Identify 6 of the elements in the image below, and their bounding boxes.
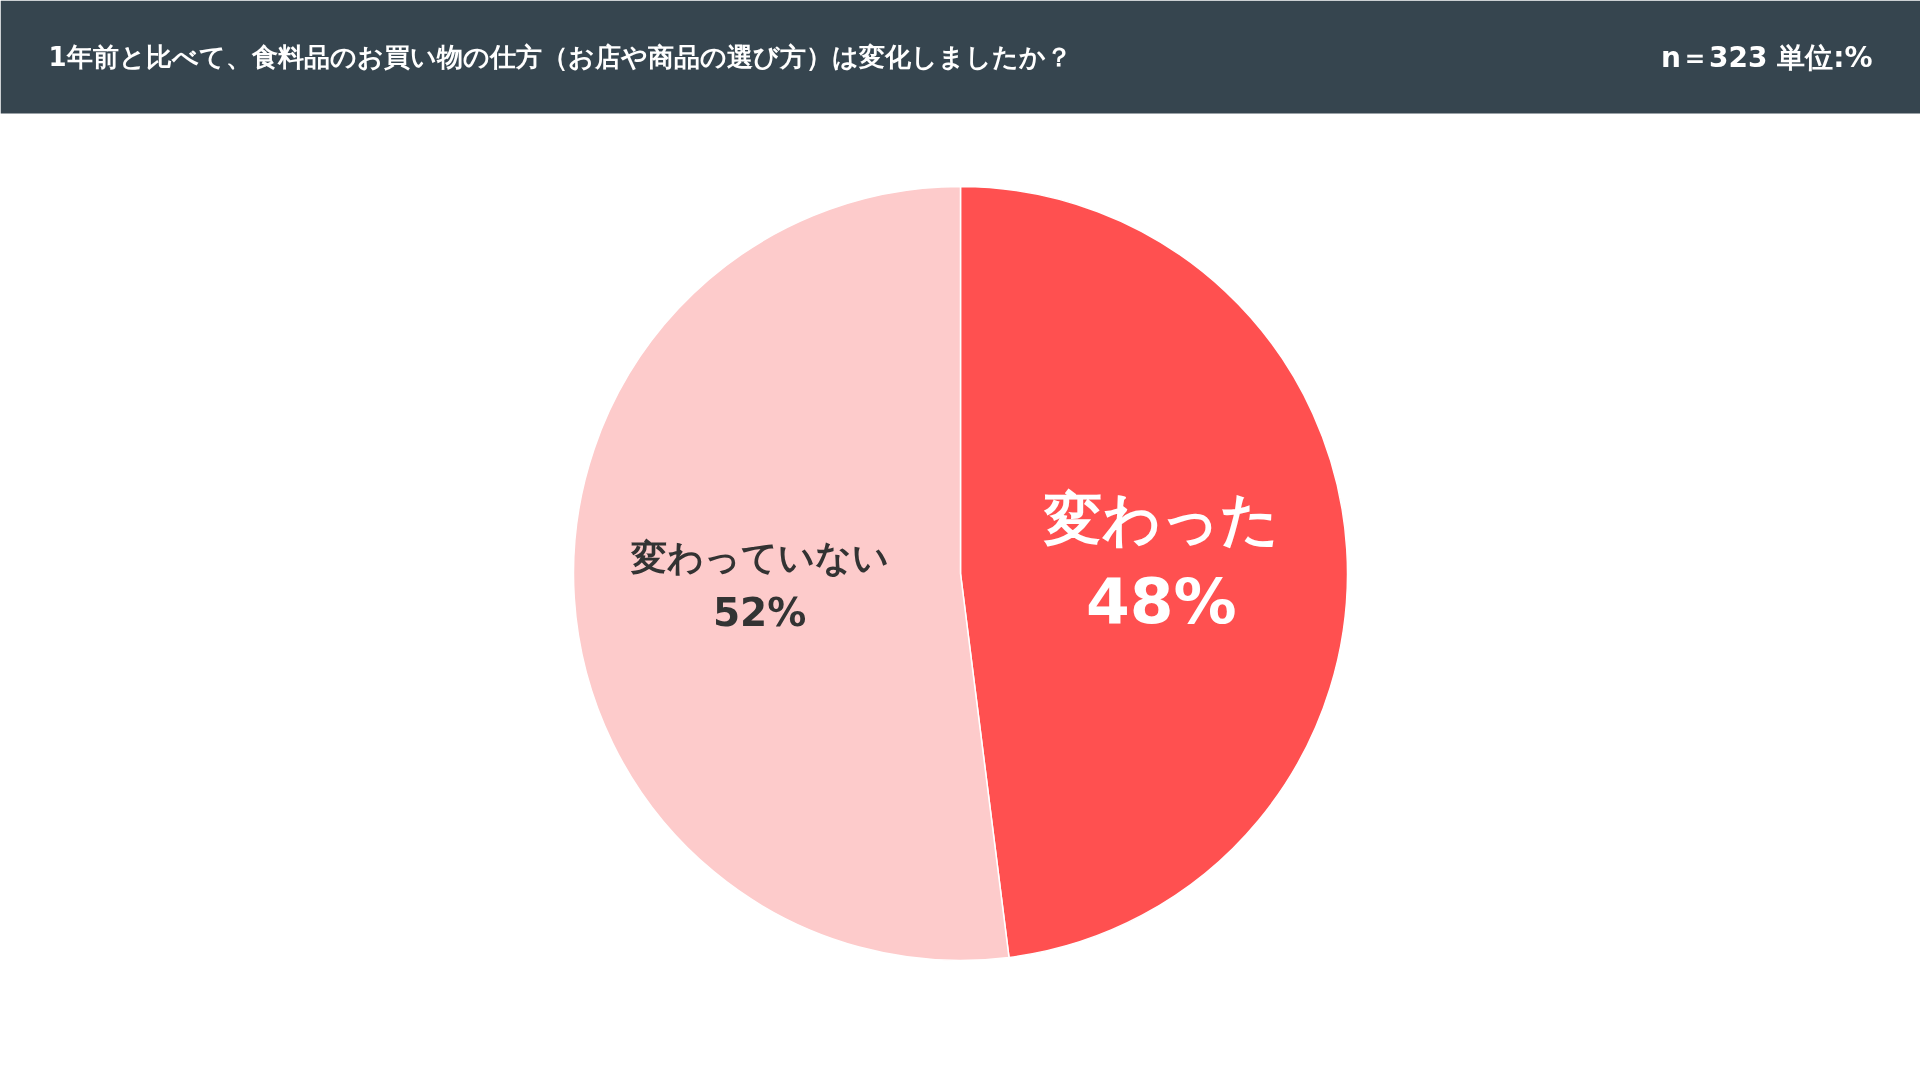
data-label: 52%	[712, 590, 807, 636]
slice-label: 変わった	[1042, 484, 1279, 553]
chart-title: 1年前と比べて、食料品のお買い物の仕方（お店や商品の選び方）は変化しましたか？	[48, 42, 1072, 72]
text: n＝323 単位:%	[1661, 40, 1873, 74]
data-label: 48%	[1085, 564, 1237, 638]
slice-label: 変わっていない	[629, 537, 889, 579]
